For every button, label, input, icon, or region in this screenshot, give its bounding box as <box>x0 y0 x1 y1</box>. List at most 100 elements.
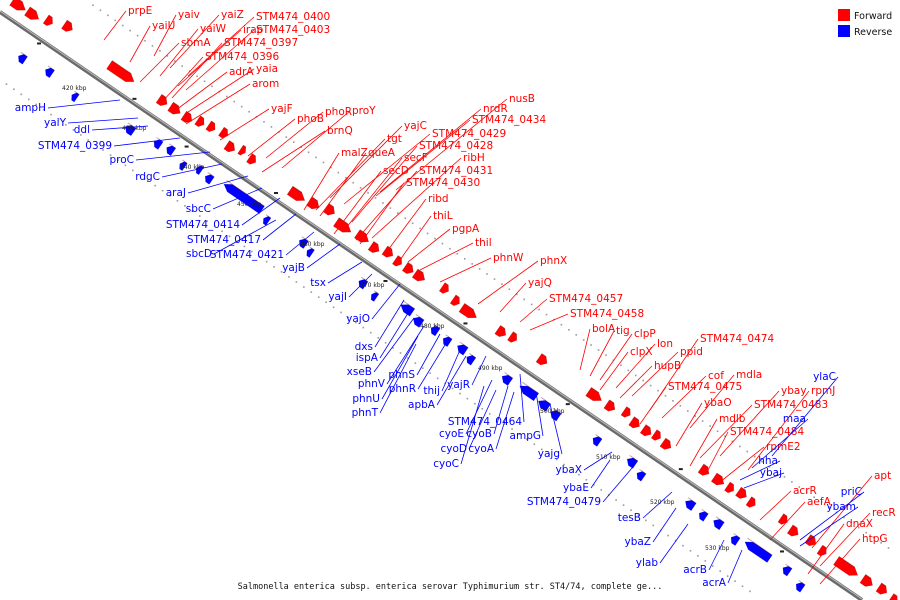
gene-edge <box>373 241 379 245</box>
gene-edge <box>838 556 856 568</box>
gene-label: yaiW <box>200 23 227 35</box>
reverse-gene <box>519 385 539 402</box>
tick-dot <box>449 247 451 250</box>
gene-label: bolA <box>592 323 616 335</box>
gene-edge <box>504 372 514 379</box>
leader-line <box>727 549 743 584</box>
gene-label: phnS <box>388 369 415 381</box>
tick-dot <box>317 296 320 298</box>
gene-label: araJ <box>166 187 186 199</box>
gene-label: yajC <box>404 120 427 132</box>
reverse-gene <box>306 248 315 258</box>
tick-dot <box>310 291 313 293</box>
leader-line <box>265 111 324 159</box>
tick-dot <box>622 504 625 506</box>
leader-line <box>139 42 180 83</box>
legend: Forward Reverse <box>838 9 892 38</box>
tick-dot <box>471 263 473 265</box>
gene-label: STM474_0429 <box>432 128 506 140</box>
tick-dot <box>325 301 327 304</box>
gene-label: phnR <box>389 383 416 395</box>
forward-gene <box>392 255 402 267</box>
gene-label: ybam <box>826 501 856 513</box>
leader-line <box>187 16 255 77</box>
gene-edge <box>541 353 547 358</box>
tick-dot <box>65 123 67 126</box>
tick-dot <box>226 95 228 98</box>
leader-line <box>689 374 735 429</box>
gene-label: ispA <box>356 352 379 364</box>
leader-line <box>185 29 255 91</box>
tick-dot <box>352 181 355 184</box>
tick-dot <box>711 565 714 567</box>
leader-line <box>759 490 792 521</box>
gene-edge <box>156 137 164 143</box>
leader-line <box>705 431 729 475</box>
tick-dot <box>481 407 484 410</box>
tick-dot <box>206 220 208 222</box>
leader-line <box>747 390 810 471</box>
forward-gene <box>458 303 477 319</box>
gene-edge <box>127 122 137 129</box>
gene-label: aefA <box>807 496 832 508</box>
tick-dot <box>746 450 749 453</box>
tick-dot <box>503 423 506 425</box>
leader-line <box>159 28 199 77</box>
gene-label: phnT <box>352 407 379 419</box>
leader-line <box>386 325 425 385</box>
tick-dot <box>5 83 8 85</box>
tick-dot <box>548 453 550 456</box>
gene-label: ribH <box>463 152 485 164</box>
forward-gene <box>889 593 898 600</box>
tick-dot <box>724 435 726 438</box>
marker <box>184 145 189 148</box>
forward-gene <box>585 387 602 402</box>
tick-dot <box>173 60 176 62</box>
reverse-gene <box>713 519 725 531</box>
leader-line <box>495 391 515 450</box>
leader-line <box>583 451 613 471</box>
leader-line <box>639 386 667 425</box>
tick-dot <box>240 105 243 108</box>
leader-line <box>161 56 204 103</box>
gene-label: STM474_0457 <box>549 293 623 305</box>
leader-line <box>460 385 485 465</box>
forward-gene <box>354 229 369 243</box>
gene-label: yajQ <box>528 277 552 289</box>
tick-dot <box>649 384 652 387</box>
gene-label: proC <box>109 154 134 166</box>
tick-dot <box>203 80 206 83</box>
gene-label: phnV <box>358 378 386 390</box>
gene-edge <box>792 524 798 529</box>
tick-dot <box>716 430 719 433</box>
gene-label: ampH <box>15 102 46 114</box>
gene-label: sbcD <box>186 248 212 260</box>
forward-gene <box>411 268 426 282</box>
tick-dot <box>645 519 647 522</box>
reverse-gene <box>45 67 55 79</box>
forward-gene <box>367 241 380 254</box>
leader-line <box>590 459 611 489</box>
gene-label: secD <box>383 165 409 177</box>
gene-edge <box>552 407 562 415</box>
tick-dot <box>374 197 377 199</box>
reverse-gene <box>299 238 309 249</box>
tick-dot <box>575 334 578 336</box>
forward-gene <box>180 111 193 123</box>
tick-dot <box>384 342 387 344</box>
leader-line <box>379 108 482 193</box>
gene-label: recR <box>872 507 896 519</box>
gene-edge <box>309 246 315 251</box>
gene-label: STM474_0400 <box>256 11 330 23</box>
gene-label: htpG <box>862 533 888 545</box>
tick-dot <box>664 394 667 397</box>
leader-line <box>519 298 548 323</box>
gene-label: acrA <box>702 577 727 589</box>
gene-edge <box>729 481 734 486</box>
kbp-tick-label: 490 kbp <box>478 365 503 372</box>
gene-label: sbmA <box>181 37 211 49</box>
gene-edge <box>242 144 247 148</box>
tick-dot <box>761 460 763 463</box>
tick-dot <box>139 174 142 177</box>
